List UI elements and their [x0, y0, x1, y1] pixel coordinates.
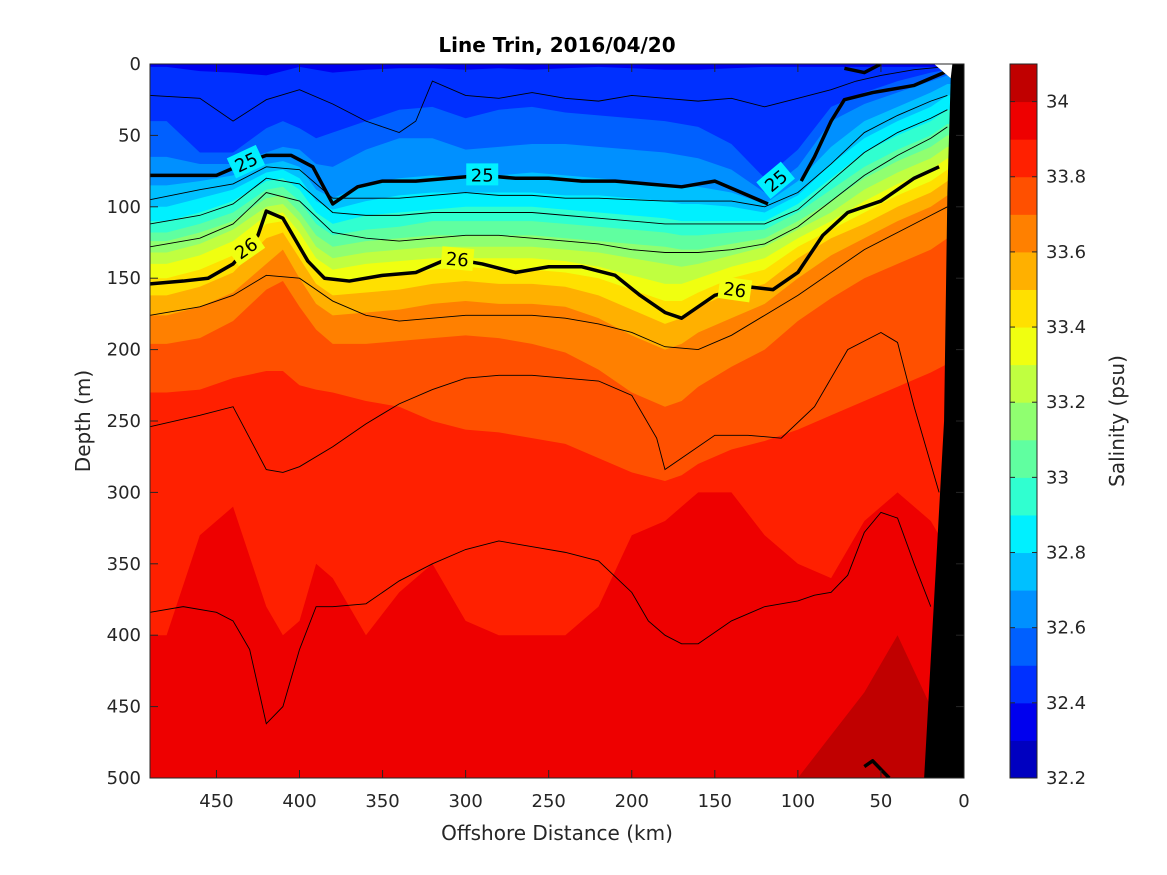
contour-label-5: 26 [722, 279, 748, 303]
colorbar-band [1010, 364, 1037, 403]
colorbar-tick-label: 32.8 [1046, 543, 1086, 564]
contour-label-bg-1 [466, 163, 499, 186]
x-tick-label: 0 [958, 791, 969, 812]
y-tick-label: 500 [107, 768, 141, 789]
land-mask-gap [934, 64, 953, 79]
colorbar-tick-label: 33.2 [1046, 392, 1086, 413]
y-tick-label: 350 [107, 554, 141, 575]
x-tick-label: 350 [365, 791, 399, 812]
thin-contour-4 [150, 206, 948, 351]
x-tick-label: 100 [781, 791, 815, 812]
colorbar-label: Salinity (psu) [1105, 355, 1129, 487]
density-contour-2 [844, 64, 882, 75]
y-tick-label: 400 [107, 625, 141, 646]
colorbar-band [1010, 702, 1037, 741]
density-contour-3 [150, 165, 940, 320]
colorbar-band [1010, 139, 1037, 178]
x-axis: 450 400 350 300 250 200 150 100 50 0 [199, 64, 970, 812]
x-tick-label: 50 [869, 791, 892, 812]
colorbar-band [1010, 402, 1037, 441]
y-tick-label: 0 [130, 54, 141, 75]
colorbar: 32.2 32.4 32.6 32.8 33 33.2 33.4 33.6 33.8 34 [1009, 63, 1086, 789]
colorbar-band [1010, 327, 1037, 366]
y-tick-label: 250 [107, 411, 141, 432]
x-tick-label: 200 [615, 791, 649, 812]
density-contour-4 [863, 759, 891, 778]
y-tick-label: 200 [107, 340, 141, 361]
colorbar-band [1010, 101, 1037, 140]
thin-contour-layer [150, 66, 948, 725]
colorbar-tick-label: 33.6 [1046, 242, 1086, 263]
salinity-fill-layer [150, 64, 964, 778]
colorbar-tick-label: 32.2 [1046, 768, 1086, 789]
colorbar-band [1010, 665, 1037, 704]
density-contour-1 [799, 69, 949, 182]
colorbar-band [1010, 289, 1037, 328]
colorbar-tick-label: 33.8 [1046, 167, 1086, 188]
thin-contour-0 [150, 66, 945, 134]
contour-label-bg-3 [226, 229, 266, 267]
x-axis-label: Offshore Distance (km) [441, 821, 673, 845]
colorbar-tick-label: 34 [1046, 92, 1069, 113]
y-tick-label: 450 [107, 697, 141, 718]
x-tick-label: 300 [448, 791, 482, 812]
thin-contour-6 [150, 511, 932, 725]
thin-contour-1 [150, 94, 948, 208]
colorbar-tick-label: 33 [1046, 467, 1069, 488]
thin-contour-5 [150, 331, 940, 493]
contour-label-bg-2 [756, 161, 795, 200]
colorbar-band [1010, 214, 1037, 253]
land-mask-layer [924, 64, 964, 778]
colorbar-band [1010, 64, 1037, 103]
colorbar-tick-label: 32.4 [1046, 693, 1086, 714]
colorbar-tick-label: 32.6 [1046, 618, 1086, 639]
thin-contour-2 [150, 109, 948, 225]
salinity-band-15 [150, 492, 964, 778]
land-mask [924, 64, 964, 778]
colorbar-tick-label: 33.4 [1046, 317, 1086, 338]
colorbar-band [1010, 552, 1037, 591]
contour-label-bg-5 [717, 276, 753, 303]
x-tick-label: 450 [199, 791, 233, 812]
x-tick-label: 250 [532, 791, 566, 812]
x-tick-label: 400 [282, 791, 316, 812]
contour-label-bg-0 [226, 144, 266, 179]
colorbar-band [1010, 439, 1037, 478]
x-tick-label: 150 [698, 791, 732, 812]
y-axis: 0 50 100 150 200 250 300 350 400 450 500 [107, 54, 964, 789]
y-axis-label: Depth (m) [71, 370, 95, 472]
colorbar-frame [1009, 63, 1038, 779]
chart-title: Line Trin, 2016/04/20 [438, 33, 675, 57]
y-tick-label: 100 [107, 197, 141, 218]
colorbar-band [1010, 627, 1037, 666]
colorbar-band [1010, 590, 1037, 629]
thin-contour-3 [150, 126, 948, 253]
y-tick-label: 50 [118, 125, 141, 146]
contour-label-bg-4 [440, 246, 475, 271]
contour-label-4: 26 [445, 249, 470, 272]
y-tick-label: 150 [107, 268, 141, 289]
colorbar-band [1010, 251, 1037, 290]
colorbar-band [1010, 514, 1037, 554]
y-tick-label: 300 [107, 482, 141, 503]
colorbar-band [1010, 477, 1037, 516]
contour-label-1: 25 [471, 165, 494, 186]
colorbar-band [1010, 176, 1037, 215]
salinity-band-16 [150, 635, 964, 778]
colorbar-band [1010, 740, 1037, 779]
